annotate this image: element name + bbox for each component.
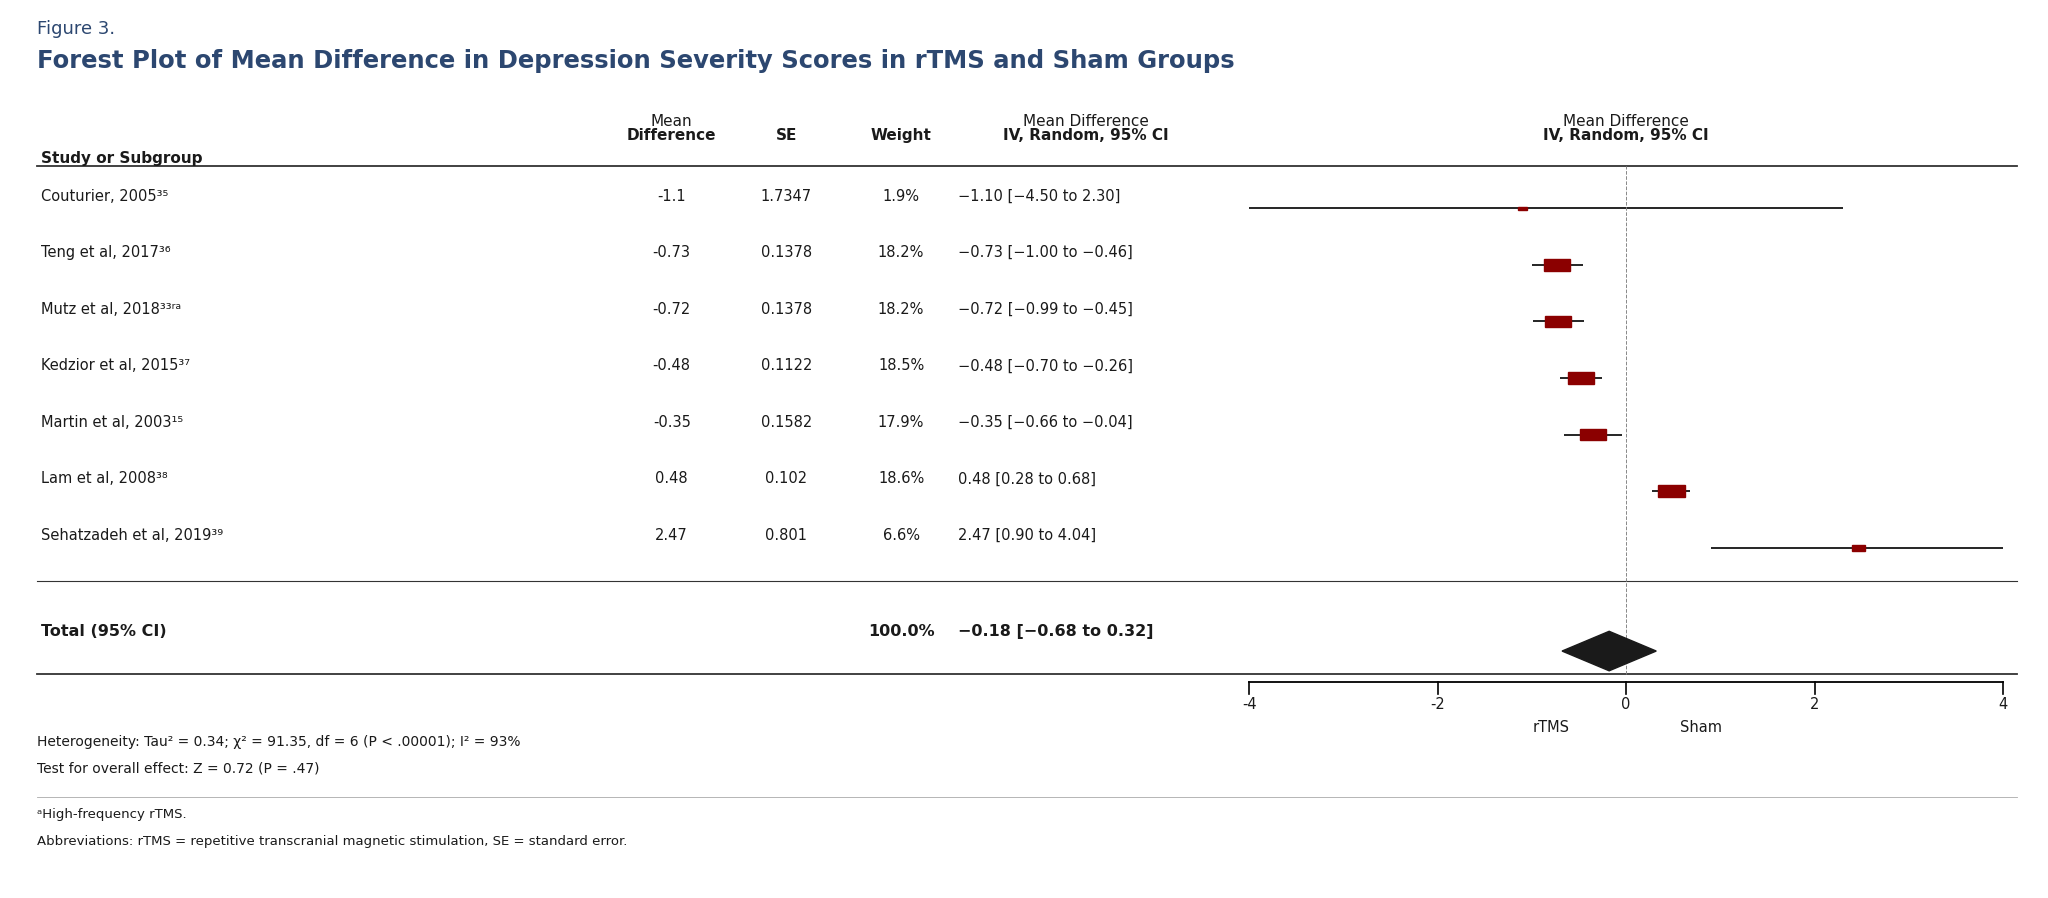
Bar [1851,545,1866,550]
Text: 0.1378: 0.1378 [762,245,811,260]
Text: 18.5%: 18.5% [879,358,924,374]
Bar [1567,373,1593,383]
Text: 2.47 [0.90 to 4.04]: 2.47 [0.90 to 4.04] [958,528,1096,543]
Text: -0.35: -0.35 [653,415,690,430]
Text: Total (95% CI): Total (95% CI) [41,624,166,639]
Text: Heterogeneity: Tau² = 0.34; χ² = 91.35, df = 6 (P < .00001); I² = 93%: Heterogeneity: Tau² = 0.34; χ² = 91.35, … [37,735,520,749]
Text: 0.1122: 0.1122 [760,358,813,374]
Text: Couturier, 2005³⁵: Couturier, 2005³⁵ [41,189,168,204]
Bar [1544,316,1571,327]
Text: -2: -2 [1430,697,1446,712]
Text: −0.35 [−0.66 to −0.04]: −0.35 [−0.66 to −0.04] [958,415,1133,430]
Text: Study or Subgroup: Study or Subgroup [41,151,203,166]
Polygon shape [1563,631,1657,671]
Text: 100.0%: 100.0% [868,624,934,639]
Text: Mean: Mean [651,114,692,129]
Text: Sehatzadeh et al, 2019³⁹: Sehatzadeh et al, 2019³⁹ [41,528,223,543]
Text: 2.47: 2.47 [655,528,688,543]
Text: Figure 3.: Figure 3. [37,20,115,38]
Text: Abbreviations: rTMS = repetitive transcranial magnetic stimulation, SE = standar: Abbreviations: rTMS = repetitive transcr… [37,835,627,848]
Text: SE: SE [776,128,797,143]
Text: 0.48 [0.28 to 0.68]: 0.48 [0.28 to 0.68] [958,471,1096,487]
Text: −0.73 [−1.00 to −0.46]: −0.73 [−1.00 to −0.46] [958,245,1133,260]
Text: Kedzior et al, 2015³⁷: Kedzior et al, 2015³⁷ [41,358,190,374]
Text: −1.10 [−4.50 to 2.30]: −1.10 [−4.50 to 2.30] [958,189,1120,204]
Text: -0.73: -0.73 [653,245,690,260]
Text: 0: 0 [1622,697,1630,712]
Bar [1659,485,1686,497]
Text: Weight: Weight [870,128,932,143]
Text: 0.48: 0.48 [655,471,688,487]
Bar [1544,260,1571,270]
Text: −0.72 [−0.99 to −0.45]: −0.72 [−0.99 to −0.45] [958,302,1133,317]
Text: Martin et al, 2003¹⁵: Martin et al, 2003¹⁵ [41,415,182,430]
Text: 6.6%: 6.6% [883,528,920,543]
Text: Mean Difference: Mean Difference [1563,114,1690,129]
Bar [1518,207,1526,210]
Text: 17.9%: 17.9% [879,415,924,430]
Text: Teng et al, 2017³⁶: Teng et al, 2017³⁶ [41,245,170,260]
Text: 2: 2 [1810,697,1819,712]
Text: -0.48: -0.48 [653,358,690,374]
Text: -0.72: -0.72 [653,302,690,317]
Text: Sham: Sham [1681,720,1722,735]
Text: IV, Random, 95% CI: IV, Random, 95% CI [1004,128,1167,143]
Text: -1.1: -1.1 [657,189,686,204]
Text: Mean Difference: Mean Difference [1022,114,1149,129]
Text: ᵃHigh-frequency rTMS.: ᵃHigh-frequency rTMS. [37,808,186,821]
Text: IV, Random, 95% CI: IV, Random, 95% CI [1544,128,1708,143]
Text: 0.1378: 0.1378 [762,302,811,317]
Text: rTMS: rTMS [1532,720,1569,735]
Text: Lam et al, 2008³⁸: Lam et al, 2008³⁸ [41,471,168,487]
Text: 18.6%: 18.6% [879,471,924,487]
Text: 4: 4 [1999,697,2007,712]
Text: 0.102: 0.102 [766,471,807,487]
Text: 1.9%: 1.9% [883,189,920,204]
Text: 0.801: 0.801 [766,528,807,543]
Text: −0.18 [−0.68 to 0.32]: −0.18 [−0.68 to 0.32] [958,624,1153,639]
Text: -4: -4 [1241,697,1257,712]
Text: 0.1582: 0.1582 [760,415,813,430]
Bar [1581,429,1606,440]
Text: 1.7347: 1.7347 [762,189,811,204]
Text: Mutz et al, 2018³³ʳᵃ: Mutz et al, 2018³³ʳᵃ [41,302,180,317]
Text: Forest Plot of Mean Difference in Depression Severity Scores in rTMS and Sham Gr: Forest Plot of Mean Difference in Depres… [37,49,1235,74]
Text: Difference: Difference [627,128,717,143]
Text: 18.2%: 18.2% [879,302,924,317]
Text: −0.48 [−0.70 to −0.26]: −0.48 [−0.70 to −0.26] [958,358,1133,374]
Text: Test for overall effect: Z = 0.72 (P = .47): Test for overall effect: Z = 0.72 (P = .… [37,762,319,776]
Text: 18.2%: 18.2% [879,245,924,260]
